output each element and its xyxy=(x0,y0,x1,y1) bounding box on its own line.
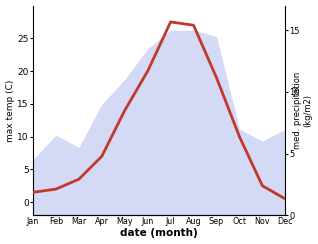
X-axis label: date (month): date (month) xyxy=(120,228,198,238)
Y-axis label: max temp (C): max temp (C) xyxy=(5,79,15,142)
Y-axis label: med. precipitation
(kg/m2): med. precipitation (kg/m2) xyxy=(293,72,313,149)
